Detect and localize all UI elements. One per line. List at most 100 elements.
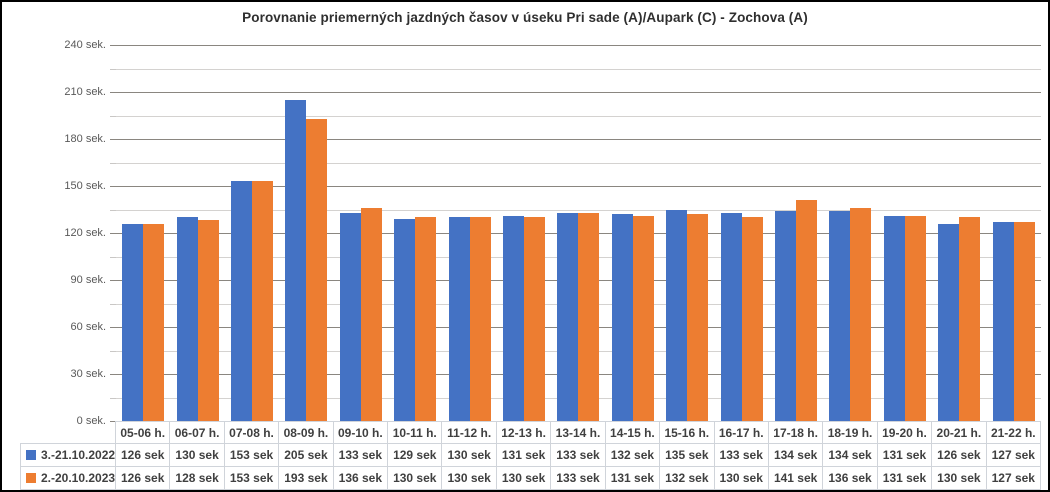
bar-3.-21.10.2022 — [285, 99, 307, 421]
bar-group — [225, 45, 279, 421]
table-value-cell: 131 sek — [496, 444, 552, 467]
table-value-cell: 127 sek — [986, 444, 1041, 467]
y-axis-tick — [110, 374, 116, 375]
y-axis-tick — [110, 256, 116, 258]
bar-group — [551, 45, 605, 421]
y-axis-tick — [110, 303, 116, 305]
table-column-header: 06-07 h. — [170, 421, 225, 444]
table-value-cell: 126 sek — [932, 444, 987, 467]
table-value-cell: 133 sek — [551, 444, 606, 467]
bar-group — [932, 45, 986, 421]
table-value-cell: 132 sek — [605, 444, 661, 467]
table-value-cell: 136 sek — [333, 467, 389, 490]
table-column-header: 09-10 h. — [333, 421, 389, 444]
bar-group — [606, 45, 660, 421]
table-value-cell: 205 sek — [279, 444, 334, 467]
bar-2.-20.10.2023 — [687, 214, 709, 421]
table-value-cell: 131 sek — [877, 444, 933, 467]
bar-3.-21.10.2022 — [775, 211, 797, 421]
table-value-cell: 153 sek — [224, 444, 280, 467]
y-tick-label: 240 sek. — [64, 39, 106, 51]
bar-2.-20.10.2023 — [415, 217, 437, 421]
bar-group — [769, 45, 823, 421]
legend-cell: 3.-21.10.2022 — [20, 444, 116, 467]
table-value-cell: 130 sek — [442, 467, 497, 490]
table-column-header: 10-11 h. — [388, 421, 443, 444]
legend-label: 2.-20.10.2023 — [41, 471, 116, 485]
y-axis-tick — [110, 139, 116, 140]
table-value-cell: 133 sek — [714, 444, 769, 467]
major-gridline — [116, 186, 1041, 187]
table-value-cell: 128 sek — [170, 467, 225, 490]
bar-group — [334, 45, 388, 421]
table-value-cell: 126 sek — [116, 444, 171, 467]
bar-3.-21.10.2022 — [992, 222, 1014, 421]
data-table: 05-06 h. 06-07 h. 07-08 h. 08-09 h. 09-10 h.… — [20, 421, 1041, 490]
bar-group — [823, 45, 877, 421]
y-axis-tick — [110, 162, 116, 164]
y-tick-label: 180 sek. — [64, 133, 106, 145]
bar-group — [660, 45, 714, 421]
bar-group — [987, 45, 1041, 421]
table-column-header: 07-08 h. — [224, 421, 280, 444]
table-value-cell: 153 sek — [224, 467, 280, 490]
y-tick-label: 120 sek. — [64, 227, 106, 239]
y-axis-tick — [110, 45, 116, 46]
bar-group — [442, 45, 496, 421]
table-column-header: 17-18 h. — [768, 421, 824, 444]
table-value-cell: 126 sek — [116, 467, 171, 490]
table-value-cell: 133 sek — [333, 444, 389, 467]
y-axis-tick — [110, 209, 116, 211]
bars-layer — [116, 45, 1041, 421]
y-axis-tick — [110, 280, 116, 281]
bar-2.-20.10.2023 — [578, 212, 600, 421]
bar-group — [388, 45, 442, 421]
bar-3.-21.10.2022 — [611, 214, 633, 421]
bar-3.-21.10.2022 — [557, 212, 579, 421]
y-axis-tick — [110, 397, 116, 399]
table-value-cell: 133 sek — [551, 467, 606, 490]
y-tick-label: 0 sek. — [76, 415, 106, 427]
table-column-header: 14-15 h. — [605, 421, 661, 444]
table-value-cell: 131 sek — [605, 467, 661, 490]
bar-2.-20.10.2023 — [904, 215, 926, 421]
y-axis-tick — [110, 233, 116, 234]
y-axis-tick — [110, 92, 116, 93]
bar-3.-21.10.2022 — [176, 217, 198, 421]
table-column-header: 12-13 h. — [496, 421, 552, 444]
chart-title: Porovnanie priemerných jazdných časov v … — [242, 10, 808, 25]
table-corner-cell — [20, 421, 116, 444]
bar-3.-21.10.2022 — [503, 215, 525, 421]
legend-label: 3.-21.10.2022 — [41, 448, 116, 462]
table-value-cell: 129 sek — [388, 444, 443, 467]
bar-2.-20.10.2023 — [360, 207, 382, 421]
table-value-cell: 130 sek — [442, 444, 497, 467]
bar-3.-21.10.2022 — [666, 209, 688, 421]
bar-2.-20.10.2023 — [306, 118, 328, 421]
major-gridline — [116, 45, 1041, 46]
legend-swatch — [26, 450, 36, 460]
bar-2.-20.10.2023 — [959, 217, 981, 421]
legend-swatch — [26, 473, 36, 483]
y-tick-label: 30 sek. — [70, 368, 106, 380]
table-column-header: 11-12 h. — [442, 421, 497, 444]
bar-group — [714, 45, 768, 421]
table-column-header: 13-14 h. — [551, 421, 606, 444]
y-tick-label: 90 sek. — [70, 274, 106, 286]
bar-2.-20.10.2023 — [252, 181, 274, 421]
table-value-cell: 130 sek — [388, 467, 443, 490]
table-value-cell: 135 sek — [660, 444, 715, 467]
bar-3.-21.10.2022 — [339, 212, 361, 421]
table-value-cell: 134 sek — [768, 444, 824, 467]
bar-2.-20.10.2023 — [143, 223, 165, 421]
table-column-header: 18-19 h. — [823, 421, 878, 444]
table-column-header: 15-16 h. — [660, 421, 715, 444]
plot-area — [110, 45, 1041, 422]
table-value-cell: 136 sek — [823, 467, 878, 490]
table-value-cell: 130 sek — [170, 444, 225, 467]
y-axis-tick — [110, 186, 116, 187]
table-column-header: 08-09 h. — [279, 421, 334, 444]
bar-3.-21.10.2022 — [122, 223, 144, 421]
bar-group — [279, 45, 333, 421]
